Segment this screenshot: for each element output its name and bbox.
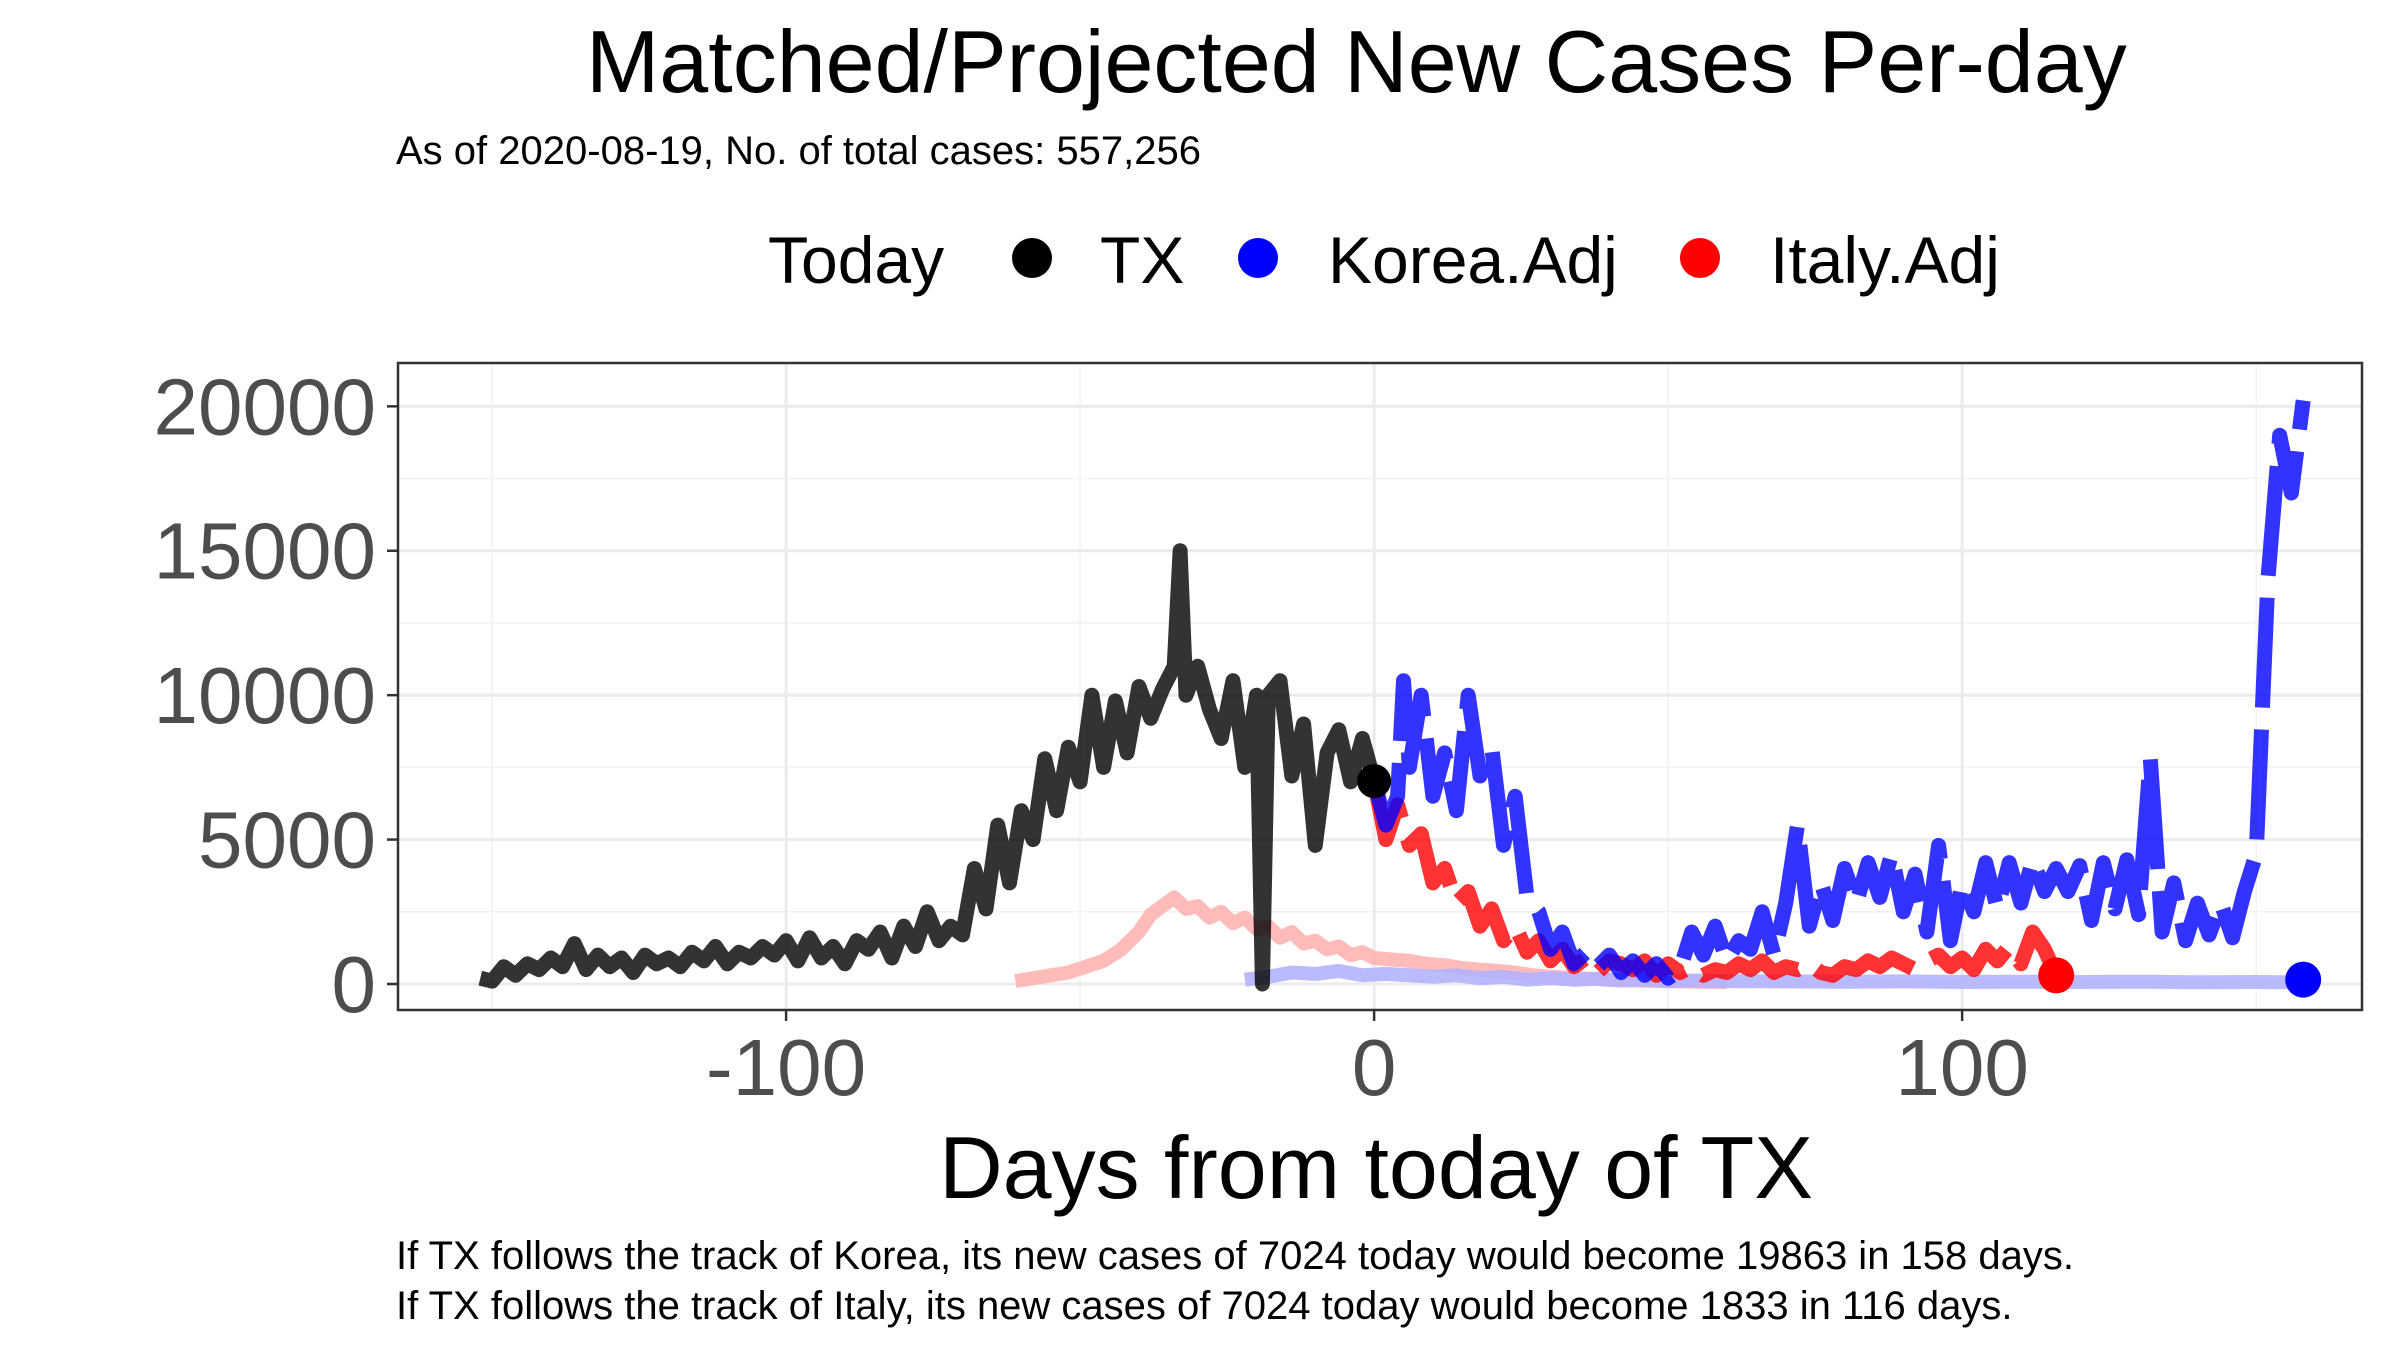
legend-marker-tx bbox=[1012, 238, 1052, 278]
end-point-italy-adj bbox=[2038, 957, 2075, 994]
y-tick-label: 0 bbox=[332, 940, 377, 1029]
plot-background bbox=[398, 363, 2362, 1010]
y-tick-label: 10000 bbox=[154, 651, 376, 740]
end-point-korea-adj bbox=[2285, 961, 2322, 998]
chart-subtitle: As of 2020-08-19, No. of total cases: 55… bbox=[396, 129, 1201, 173]
today-point bbox=[1357, 764, 1392, 799]
y-tick-label: 15000 bbox=[154, 507, 376, 596]
annotation-korea: If TX follows the track of Korea, its ne… bbox=[396, 1234, 2075, 1278]
y-tick-label: 20000 bbox=[154, 362, 376, 451]
legend-marker-italy bbox=[1680, 238, 1720, 278]
x-axis-label: Days from today of TX bbox=[939, 1118, 1813, 1217]
x-axis: -100 0 100 bbox=[706, 1010, 2029, 1112]
legend-label-italy: Italy.Adj bbox=[1770, 223, 2000, 297]
series-line-italy-adj bbox=[1366, 779, 2064, 983]
legend-title: Today bbox=[768, 223, 944, 297]
y-tick-label: 5000 bbox=[198, 796, 376, 885]
series-line-korea-adj bbox=[1366, 399, 2311, 986]
plot-border bbox=[396, 361, 2364, 1012]
legend-marker-korea bbox=[1238, 238, 1278, 278]
series-line-trace-4 bbox=[1243, 964, 2304, 990]
annotation-italy: If TX follows the track of Italy, its ne… bbox=[396, 1284, 2013, 1328]
points-layer bbox=[1357, 764, 2322, 998]
gridlines bbox=[398, 363, 2362, 1010]
x-tick-label: 0 bbox=[1352, 1023, 1397, 1112]
series-line-tx bbox=[478, 543, 1382, 992]
y-axis: 0 5000 10000 15000 20000 bbox=[154, 362, 398, 1029]
chart-title: Matched/Projected New Cases Per-day bbox=[586, 12, 2127, 111]
legend: Today TX Korea.Adj Italy.Adj bbox=[768, 223, 2000, 297]
legend-label-tx: TX bbox=[1100, 223, 1184, 297]
x-tick-label: 100 bbox=[1895, 1023, 2028, 1112]
x-tick-label: -100 bbox=[706, 1023, 866, 1112]
legend-label-korea: Korea.Adj bbox=[1328, 223, 1618, 297]
series-layer bbox=[478, 399, 2311, 992]
